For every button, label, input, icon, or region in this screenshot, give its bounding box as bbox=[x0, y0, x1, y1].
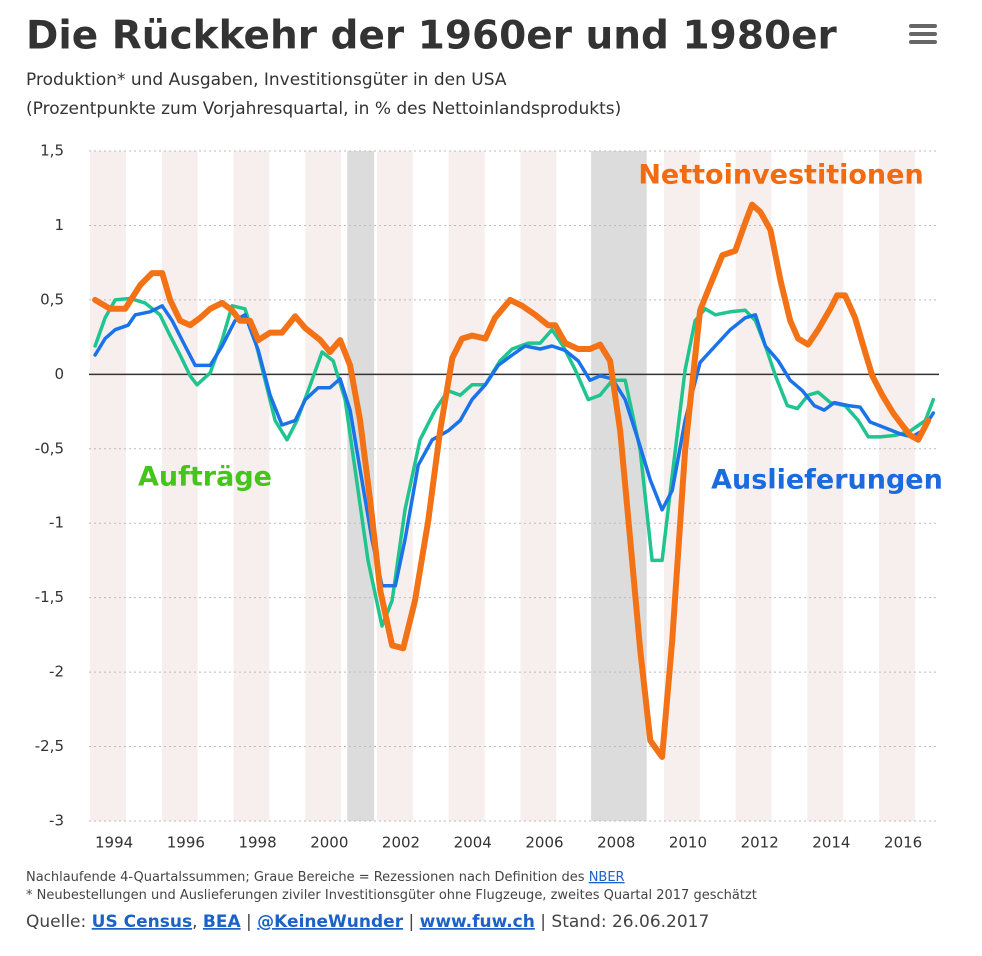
chart-title: Die Rückkehr der 1960er und 1980er bbox=[26, 14, 838, 59]
x-tick-label: 1998 bbox=[238, 834, 276, 852]
menu-bar[interactable] bbox=[909, 40, 937, 44]
x-tick-label: 2008 bbox=[597, 834, 635, 852]
year-band bbox=[233, 151, 270, 821]
series-label: Aufträge bbox=[138, 462, 272, 493]
y-tick-label: 1 bbox=[54, 216, 64, 234]
footer-text: * Neubestellungen und Auslieferungen ziv… bbox=[26, 888, 757, 903]
year-band bbox=[735, 151, 772, 821]
footer-line: Nachlaufende 4-Quartalssummen; Graue Ber… bbox=[26, 870, 625, 885]
y-tick-label: -1 bbox=[49, 514, 64, 532]
x-tick-label: 2012 bbox=[741, 834, 779, 852]
y-tick-label: -0,5 bbox=[35, 439, 64, 457]
x-tick-label: 2010 bbox=[669, 834, 707, 852]
y-tick-label: 0,5 bbox=[40, 290, 64, 308]
footer-link[interactable]: www.fuw.ch bbox=[420, 912, 535, 932]
footer-text: , bbox=[192, 912, 203, 932]
footer-line: * Neubestellungen und Auslieferungen ziv… bbox=[26, 888, 757, 903]
series-label: Auslieferungen bbox=[711, 465, 943, 496]
line-series bbox=[92, 201, 932, 760]
footer-text: Nachlaufende 4-Quartalssummen; Graue Ber… bbox=[26, 870, 589, 885]
line-series bbox=[93, 296, 936, 628]
y-tick-label: -2,5 bbox=[35, 737, 64, 755]
x-tick-label: 2002 bbox=[382, 834, 420, 852]
year-band bbox=[520, 151, 557, 821]
footer-link[interactable]: @KeineWunder bbox=[257, 912, 404, 932]
year-band bbox=[807, 151, 844, 821]
footer-link[interactable]: US Census bbox=[92, 912, 192, 932]
footer-link[interactable]: BEA bbox=[203, 912, 242, 932]
x-tick-label: 2014 bbox=[812, 834, 850, 852]
x-tick-label: 1996 bbox=[167, 834, 205, 852]
year-band bbox=[448, 151, 485, 821]
menu-icon[interactable] bbox=[909, 24, 937, 44]
series-label: Nettoinvestitionen bbox=[638, 160, 923, 191]
y-tick-label: 0 bbox=[54, 365, 64, 383]
year-band bbox=[879, 151, 915, 821]
y-tick-label: -2 bbox=[49, 663, 64, 681]
x-tick-label: 2006 bbox=[525, 834, 563, 852]
x-tick-label: 2016 bbox=[884, 834, 922, 852]
footer-text: | bbox=[241, 912, 258, 932]
x-tick-label: 2004 bbox=[454, 834, 492, 852]
footer-line: Quelle: US Census, BEA | @KeineWunder | … bbox=[26, 912, 709, 932]
menu-bar[interactable] bbox=[909, 24, 937, 28]
y-tick-label: -1,5 bbox=[35, 588, 64, 606]
year-band bbox=[305, 151, 342, 821]
subtitle: (Prozentpunkte zum Vorjahresquartal, in … bbox=[26, 99, 621, 119]
year-band bbox=[376, 151, 413, 821]
line-series bbox=[93, 304, 936, 588]
footer-text: | Stand: 26.06.2017 bbox=[535, 912, 709, 932]
footer-link[interactable]: NBER bbox=[589, 870, 625, 885]
menu-bar[interactable] bbox=[909, 32, 937, 36]
x-tick-label: 1994 bbox=[95, 834, 133, 852]
x-tick-label: 2000 bbox=[310, 834, 348, 852]
year-band bbox=[90, 151, 126, 821]
y-tick-label: 1,5 bbox=[40, 142, 64, 160]
y-tick-label: -3 bbox=[49, 812, 64, 830]
footer-text: | bbox=[403, 912, 420, 932]
recession-band bbox=[591, 151, 647, 821]
subtitle: Produktion* und Ausgaben, Investitionsgü… bbox=[26, 70, 507, 90]
footer-text: Quelle: bbox=[26, 912, 92, 932]
year-band bbox=[161, 151, 198, 821]
